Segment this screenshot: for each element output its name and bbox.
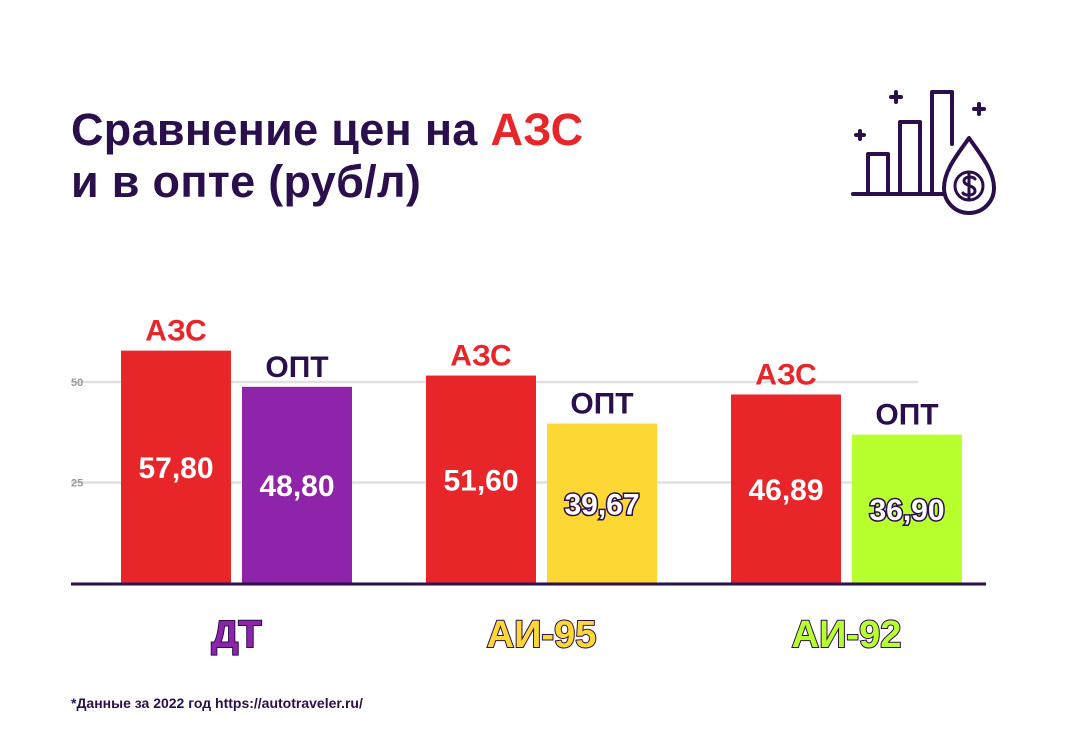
title-accent: АЗС — [490, 104, 584, 155]
bar — [852, 434, 962, 583]
bar-value-label: 36,90 — [869, 494, 944, 527]
bar — [426, 375, 536, 583]
bar-value-label: 46,89 — [748, 474, 823, 507]
title-line2: и в опте (руб/л) — [71, 156, 422, 207]
bar-series-label: ОПТ — [265, 351, 328, 384]
category-label: АИ-92 — [792, 614, 902, 656]
bar-series-label: АЗС — [450, 340, 511, 373]
rising-bars-fuel-drop-dollar-icon — [851, 90, 996, 215]
bar — [731, 394, 841, 583]
bar-value-label: 39,67 — [564, 488, 639, 521]
category-label: АИ-95 — [487, 614, 597, 656]
bar-value-label: 57,80 — [138, 452, 213, 485]
bar-series-label: ОПТ — [875, 399, 938, 432]
bar-series-label: АЗС — [755, 359, 816, 392]
bar — [121, 350, 231, 583]
footnote: *Данные за 2022 год https://autotraveler… — [71, 695, 363, 711]
bar — [547, 423, 657, 583]
bar — [242, 386, 352, 583]
bar-value-label: 51,60 — [443, 464, 518, 497]
category-label: ДТ — [211, 614, 261, 656]
bar-series-label: ОПТ — [570, 388, 633, 421]
y-tick-label: 50 — [71, 377, 83, 389]
y-tick-label: 25 — [71, 478, 83, 490]
bar-series-label: АЗС — [145, 315, 206, 348]
title-line1-prefix: Сравнение цен на — [71, 104, 491, 155]
chart-title: Сравнение цен на АЗС и в опте (руб/л) — [71, 104, 583, 208]
bar-value-label: 48,80 — [259, 470, 334, 503]
